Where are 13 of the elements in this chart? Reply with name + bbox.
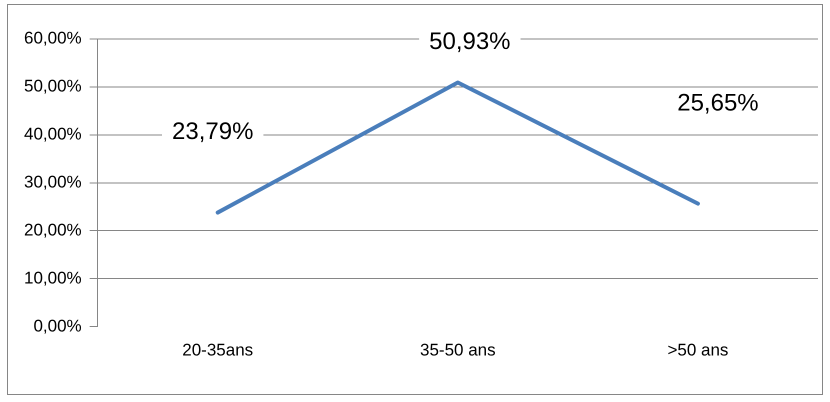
text: 25,65% xyxy=(677,89,759,116)
y-tick-label: 50,00% xyxy=(24,76,82,96)
y-tick-label: 20,00% xyxy=(24,220,82,240)
x-tick-label: 20-35ans xyxy=(182,340,254,360)
y-tick-label: 60,00% xyxy=(24,28,82,48)
x-tick-label: 35-50 ans xyxy=(420,340,496,360)
text: 50,93% xyxy=(429,28,511,56)
text: 23,79% xyxy=(172,118,254,146)
x-tick-label: >50 ans xyxy=(667,340,728,360)
y-tick-label: 10,00% xyxy=(24,268,82,288)
y-tick-label: 30,00% xyxy=(24,172,82,192)
y-tick-label: 40,00% xyxy=(24,124,82,144)
y-tick-label: 0,00% xyxy=(33,316,82,336)
